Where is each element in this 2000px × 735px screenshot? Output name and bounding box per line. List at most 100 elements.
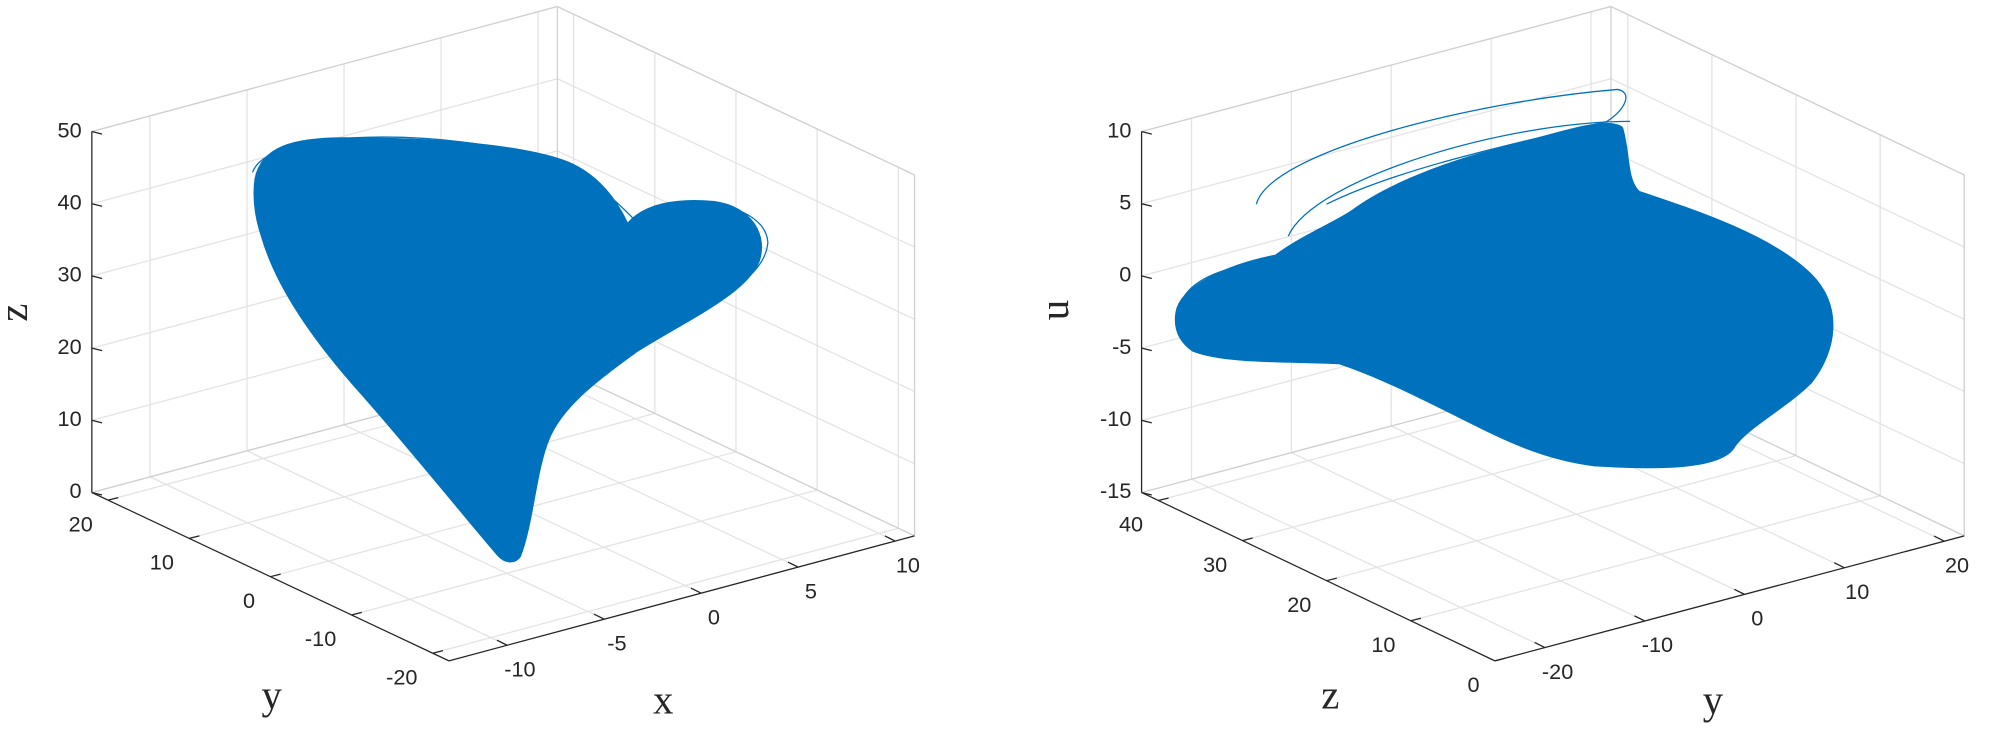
grid-line	[351, 489, 818, 616]
tick-mark	[1158, 497, 1169, 502]
tick-mark	[496, 639, 508, 646]
tick-mark	[432, 650, 444, 654]
y-axis	[91, 491, 450, 662]
tick-mark	[91, 347, 103, 352]
grid-line	[1191, 478, 1546, 649]
y-tick-label: 0	[243, 588, 255, 613]
tick-mark	[1634, 615, 1645, 622]
tick-mark	[91, 130, 103, 135]
tick-mark	[1734, 588, 1745, 595]
x-tick-label: -10	[1642, 632, 1673, 657]
z-tick-label: 50	[58, 117, 82, 142]
tick-mark	[690, 587, 702, 594]
y-tick-label: 30	[1203, 552, 1227, 577]
attractor-loop	[630, 202, 769, 314]
tick-mark	[1141, 275, 1152, 280]
y-tick-label: 10	[1371, 632, 1395, 657]
tick-mark	[593, 613, 605, 620]
x-axis	[1494, 535, 1965, 662]
attractor-fill	[253, 137, 763, 563]
grid-line	[1326, 455, 1797, 582]
box-edge	[1141, 5, 1612, 133]
z-tick-label: -5	[1112, 334, 1131, 359]
x-tick-label: 20	[1945, 552, 1969, 577]
y-tick-label: 20	[69, 511, 93, 536]
attractor-loop	[1287, 120, 1631, 237]
x-tick-label: 0	[1751, 606, 1763, 631]
attractor-loop	[251, 136, 645, 231]
z-tick-label: -15	[1100, 478, 1131, 503]
tick-mark	[1141, 347, 1152, 352]
box-edge	[91, 5, 558, 133]
x-axis-label: y	[1703, 678, 1724, 723]
box-edge	[557, 5, 915, 176]
x-tick-label: 10	[1845, 579, 1869, 604]
y-axis	[1141, 491, 1496, 662]
tick-mark	[1141, 203, 1152, 207]
tick-mark	[189, 535, 200, 540]
box-edge	[557, 366, 915, 537]
tick-mark	[270, 573, 281, 578]
tick-mark	[1534, 641, 1546, 649]
attractor-fill	[1174, 122, 1834, 469]
grid-line	[1410, 495, 1881, 622]
grid-line	[189, 412, 655, 540]
z-tick-label: 0	[1119, 262, 1131, 287]
z-tick-label: 20	[58, 334, 82, 359]
tick-mark	[351, 611, 362, 616]
z-tick-label: 10	[58, 406, 82, 431]
tick-mark	[107, 496, 119, 501]
tick-mark	[91, 419, 103, 424]
z-tick-label: -10	[1100, 406, 1131, 431]
z-tick-label: 40	[58, 189, 82, 214]
z-tick-label: 5	[1119, 189, 1131, 214]
grid-line	[1390, 425, 1745, 595]
x-tick-label: 10	[896, 552, 920, 577]
grid-line	[1610, 78, 1965, 248]
z-tick-label: 10	[1107, 117, 1131, 142]
attractor-loop	[1177, 259, 1327, 326]
z-axis-label: z	[0, 304, 36, 322]
tick-mark	[1933, 535, 1945, 542]
tick-mark	[1141, 491, 1152, 496]
tick-mark	[1141, 419, 1152, 424]
tick-mark	[1494, 657, 1506, 662]
x-axis-label: x	[653, 678, 673, 723]
grid-line	[1610, 150, 1965, 320]
y-tick-label: 10	[150, 550, 174, 575]
y-tick-label: 20	[1287, 592, 1311, 617]
tick-mark	[787, 561, 799, 568]
x-tick-label: -10	[504, 656, 535, 681]
attractor-curve	[1174, 88, 1834, 469]
y-tick-label: -20	[386, 664, 417, 689]
y-axis-label: z	[1321, 672, 1339, 717]
tick-mark	[1410, 617, 1422, 622]
tick-mark	[1242, 537, 1253, 542]
z-tick-label: 0	[70, 478, 82, 503]
x-tick-label: 0	[708, 604, 720, 629]
grid-line	[1291, 452, 1645, 622]
tick-mark	[1141, 130, 1152, 135]
x-axis	[448, 535, 915, 662]
tick-mark	[1833, 562, 1845, 569]
tick-mark	[91, 275, 103, 280]
y-tick-label: 40	[1119, 512, 1143, 537]
grid-line	[557, 78, 915, 248]
x-tick-label: -20	[1542, 659, 1573, 684]
attractor-loop	[1255, 88, 1627, 205]
z-tick-label: 30	[58, 262, 82, 287]
y-axis-label: y	[261, 672, 282, 717]
tick-mark	[1326, 577, 1338, 582]
x-tick-label: -5	[607, 630, 626, 655]
y-tick-label: 0	[1468, 672, 1480, 697]
z-axis-label: u	[1032, 300, 1077, 320]
box-edge	[1610, 5, 1965, 176]
tick-mark	[91, 491, 103, 496]
tick-mark	[884, 535, 896, 542]
grid-line	[432, 527, 899, 654]
tick-mark	[91, 203, 103, 207]
y-tick-label: -10	[305, 626, 336, 651]
attractor-curve	[251, 136, 769, 563]
